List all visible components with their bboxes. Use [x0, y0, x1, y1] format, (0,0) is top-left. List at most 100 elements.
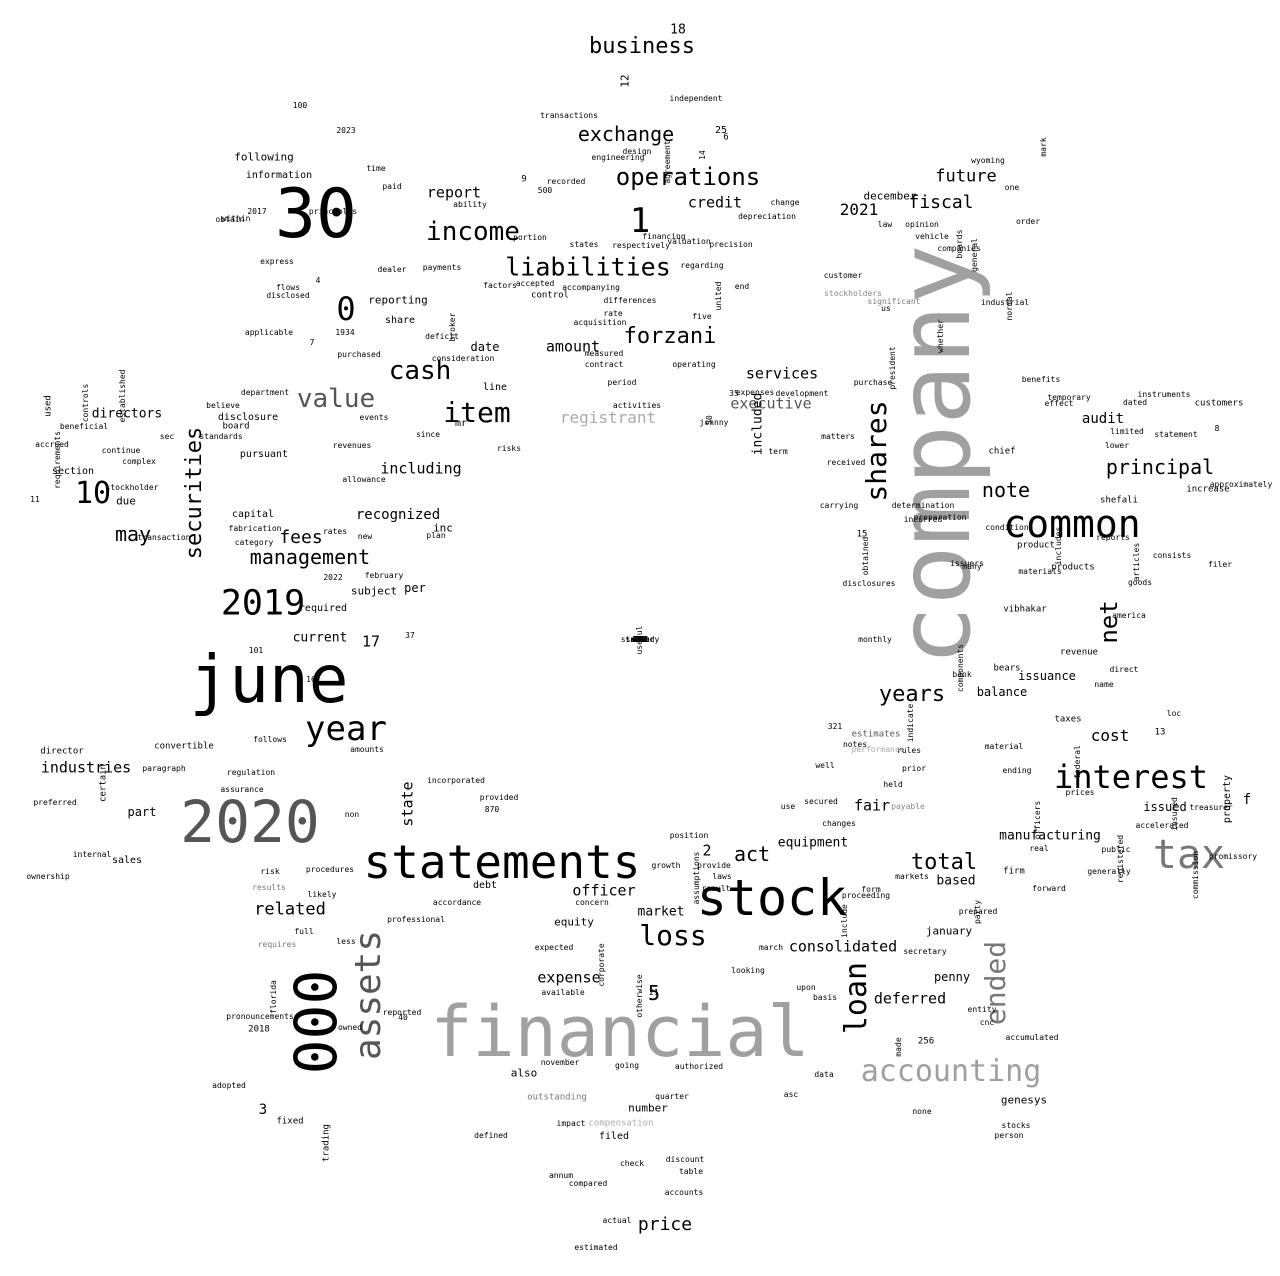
word-cloud-word: check — [619, 1159, 645, 1168]
word-cloud-word: 760 — [632, 635, 648, 644]
word-cloud-word: laws — [712, 872, 732, 881]
word-cloud-word: 1 — [629, 201, 651, 241]
word-cloud-word: change — [770, 198, 800, 207]
word-cloud-word: 000 — [282, 969, 350, 1075]
word-cloud-word: years — [878, 682, 946, 707]
word-cloud-word: filed — [598, 1131, 630, 1142]
word-cloud-word: 101 — [248, 646, 264, 655]
word-cloud-word: established — [118, 369, 127, 423]
word-cloud-word: flows — [275, 283, 301, 292]
word-cloud-word: new — [357, 532, 373, 541]
word-cloud-word: prior — [901, 764, 927, 773]
word-cloud-word: 500 — [537, 186, 553, 195]
word-cloud-word: states — [569, 240, 599, 249]
word-cloud-word: less — [336, 937, 356, 946]
word-cloud-word: forward — [1032, 884, 1066, 893]
word-cloud-word: 21 — [649, 988, 659, 997]
word-cloud-word: chief — [988, 446, 1016, 457]
word-cloud-word: generally — [1087, 867, 1131, 876]
word-cloud-word: measured — [584, 349, 624, 358]
word-cloud-word: fixed — [276, 1116, 304, 1127]
word-cloud-word: liabilities — [505, 252, 671, 282]
word-cloud-word: principles — [308, 207, 358, 216]
word-cloud-word: principal — [1105, 455, 1215, 479]
word-cloud-word: property — [1222, 774, 1233, 824]
word-cloud-word: controls — [81, 383, 90, 423]
word-cloud-word: current — [292, 630, 348, 646]
word-cloud-word: revenue — [1060, 647, 1098, 658]
word-cloud-word: depreciation — [738, 212, 796, 221]
word-cloud-word: exchange — [577, 122, 675, 146]
word-cloud-word: 15 — [856, 529, 868, 540]
word-cloud-word: internal — [72, 850, 112, 859]
word-cloud-word: name — [1094, 680, 1114, 689]
word-cloud-word: dealer — [377, 265, 407, 274]
word-cloud-word: executive — [730, 394, 812, 413]
word-cloud-word: 25 — [714, 125, 728, 136]
word-cloud-word: made — [894, 1037, 903, 1057]
word-cloud-word: mark — [1039, 137, 1048, 157]
word-cloud-word: balance — [976, 685, 1028, 699]
word-cloud-word: within — [221, 214, 251, 223]
word-cloud-word: credit — [687, 193, 743, 212]
word-cloud-word: common — [1003, 502, 1141, 546]
word-cloud-word: going — [614, 1061, 640, 1070]
word-cloud-word: 13 — [1154, 727, 1166, 738]
word-cloud-word: firm — [1003, 866, 1025, 877]
word-cloud-word: basis — [812, 993, 838, 1002]
word-cloud-word: disclosures — [842, 579, 896, 588]
word-cloud-word: estimated — [574, 1243, 618, 1252]
word-cloud-word: stanbury — [620, 635, 660, 644]
word-cloud-word: rate — [603, 309, 623, 318]
word-cloud-word: loan — [839, 961, 874, 1035]
word-cloud-word: bank — [952, 670, 972, 679]
word-cloud-word: stockholder — [105, 483, 159, 492]
word-cloud-word: incorporated — [427, 776, 485, 785]
word-cloud-word: revenues — [332, 441, 372, 450]
word-cloud-word: recognized — [355, 507, 441, 523]
word-cloud-word: stock — [696, 869, 848, 927]
word-cloud-word: fees — [279, 527, 323, 548]
word-cloud-word: year — [305, 709, 387, 749]
word-cloud-word: part — [127, 805, 157, 819]
word-cloud-word: 2021 — [839, 200, 879, 219]
word-cloud-word: based — [936, 873, 976, 889]
word-cloud-word: concern — [575, 898, 609, 907]
word-cloud-word: 18 — [670, 22, 686, 38]
word-cloud-word: obtain — [215, 215, 245, 224]
word-cloud-word: november — [540, 1058, 580, 1067]
word-cloud-word: performance — [851, 745, 905, 754]
word-cloud-word: march — [758, 943, 784, 952]
word-cloud-word: 200 — [632, 635, 648, 644]
word-cloud-word: compensation — [588, 1118, 654, 1129]
word-cloud-word: 35 — [729, 389, 739, 398]
word-cloud-word: 37 — [405, 631, 415, 640]
word-cloud-word: 12 — [618, 74, 632, 88]
word-cloud-word: f — [1242, 792, 1252, 808]
word-cloud-word: 0 — [336, 290, 356, 328]
word-cloud-word: well — [815, 761, 835, 770]
word-cloud-word: loss — [639, 919, 707, 952]
word-cloud-word: industrial — [980, 298, 1030, 307]
word-cloud-word: 9 — [521, 174, 527, 185]
word-cloud-word: many — [962, 562, 982, 571]
word-cloud-word: include — [840, 904, 849, 938]
word-cloud-word: ilc — [632, 635, 648, 644]
word-cloud-word: category — [234, 538, 274, 547]
word-cloud-word: including — [380, 459, 462, 478]
word-cloud-word: respectively — [612, 241, 670, 250]
word-cloud-word: upon — [796, 983, 816, 992]
word-cloud-word: believe — [206, 401, 240, 410]
word-cloud-word: changes — [822, 819, 856, 828]
word-cloud-word: vibhakar — [1003, 604, 1047, 615]
word-cloud-word: consolidated — [788, 937, 898, 956]
word-cloud-word: precision — [709, 240, 753, 249]
word-cloud-word: increase — [1186, 484, 1230, 495]
word-cloud-word: 1934 — [335, 328, 355, 337]
word-cloud-word: customers — [1194, 398, 1244, 409]
word-cloud-word: procedures — [305, 865, 355, 874]
word-cloud-word: note — [981, 478, 1031, 502]
word-cloud-word: directors — [91, 406, 163, 422]
word-cloud-word: december — [863, 189, 917, 203]
word-cloud-word: end — [734, 282, 750, 291]
